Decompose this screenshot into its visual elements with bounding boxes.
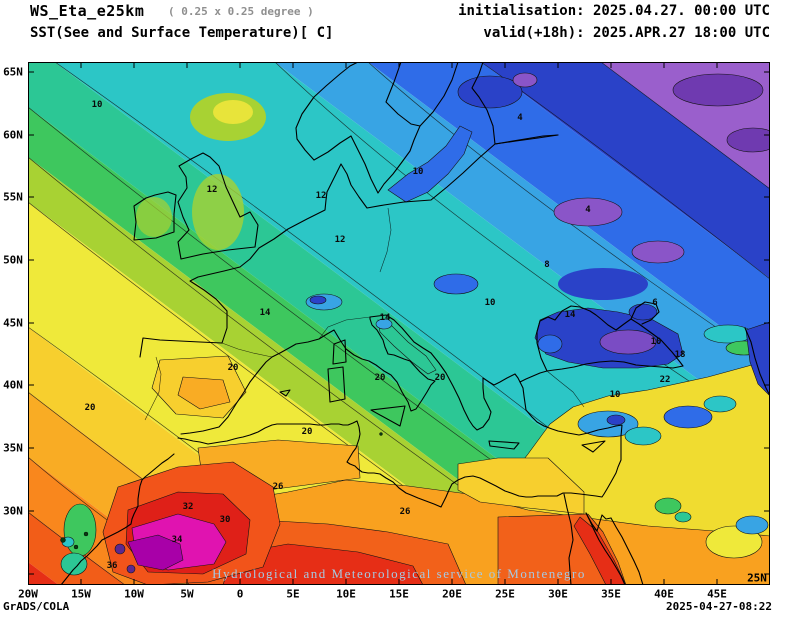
lat-tick-label: 35N — [3, 441, 23, 455]
lon-tick-label: 20W — [18, 587, 38, 601]
country-borders — [144, 207, 585, 421]
lon-tick-label: 45E — [707, 587, 727, 601]
lon-tick-label: 10W — [124, 587, 144, 601]
lat-tick-label: 65N — [3, 65, 23, 79]
lon-tick-label: 10E — [336, 587, 356, 601]
lon-tick-label: 15E — [389, 587, 409, 601]
creation-timestamp: 2025-04-27-08:22 — [666, 600, 772, 613]
islands — [60, 432, 383, 550]
map-area: Hydrological and Meteorological service … — [28, 62, 770, 585]
lon-tick-label: 30E — [548, 587, 568, 601]
map-frame — [28, 62, 770, 585]
warm-region-overlays — [151, 355, 770, 585]
grads-credit: GrADS/COLA — [3, 600, 70, 613]
sst-contour-map: Hydrological and Meteorological service … — [28, 62, 770, 585]
cold-region-patches — [60, 72, 770, 576]
lat-tick-label: 50N — [3, 253, 23, 267]
lat-tick-label: 45N — [3, 316, 23, 330]
lon-tick-label: 5E — [286, 587, 300, 601]
lat-tick-label: 30N — [3, 504, 23, 518]
lon-tick-label: 35E — [601, 587, 621, 601]
lat-tick-label: 60N — [3, 128, 23, 142]
lon-tick-label: 15W — [71, 587, 91, 601]
lat-tick-label: 55N — [3, 190, 23, 204]
axis-ticks — [28, 62, 770, 585]
header-line-1: WS_Eta_e25km ( 0.25 x 0.25 degree ) init… — [0, 2, 800, 24]
field-title: SST(See and Surface Temperature)[ C] — [30, 25, 334, 41]
init-time: initialisation: 2025.04.27. 00:00 UTC — [458, 3, 770, 19]
lon-tick-label: 40E — [654, 587, 674, 601]
watermark: Hydrological and Meteorological service … — [212, 566, 586, 581]
model-name: WS_Eta_e25km — [30, 2, 145, 20]
coastlines — [60, 62, 770, 585]
grid-resolution: ( 0.25 x 0.25 degree ) — [168, 5, 314, 18]
lon-tick-label: 20E — [442, 587, 462, 601]
header-line-2: SST(See and Surface Temperature)[ C] val… — [0, 24, 800, 46]
lon-tick-label: 0 — [236, 587, 244, 601]
lon-tick-label: 5W — [180, 587, 194, 601]
morocco-hot-core — [102, 461, 281, 585]
valid-time: valid(+18h): 2025.APR.27 18:00 UTC — [483, 25, 770, 41]
lat-tick-label: 40N — [3, 378, 23, 392]
lon-tick-label: 25E — [495, 587, 515, 601]
